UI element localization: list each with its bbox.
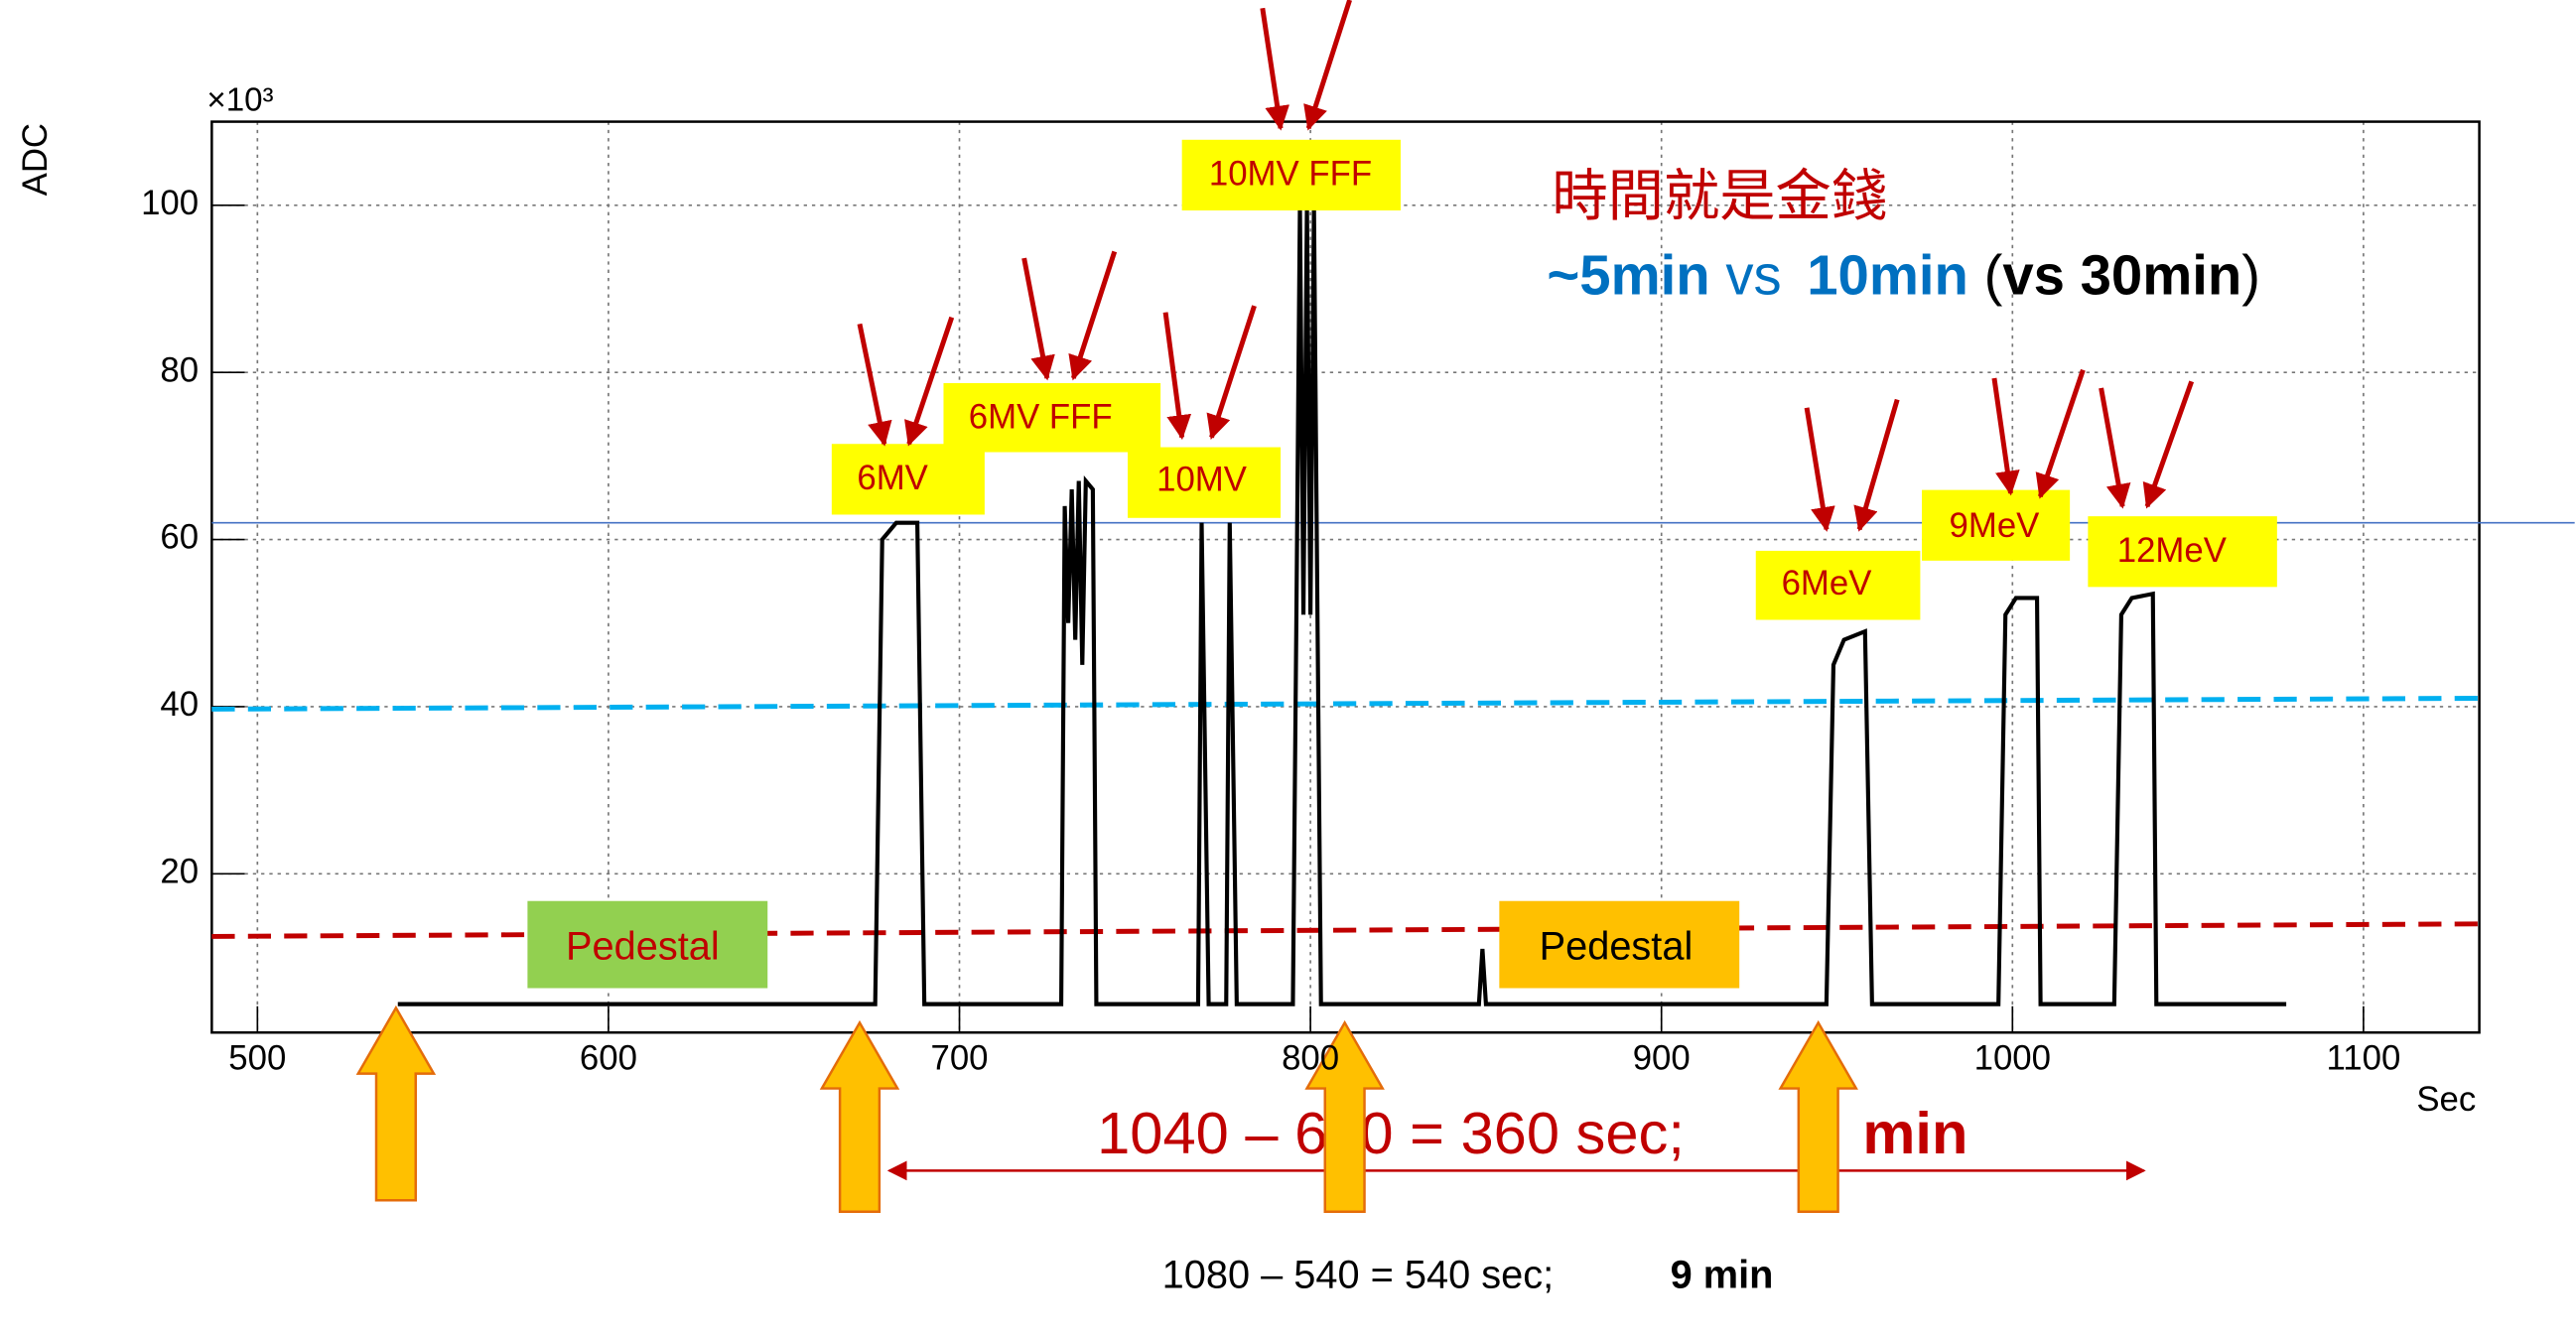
pedestal-box [1499, 900, 1740, 989]
label-box [1127, 447, 1282, 518]
comparison-part: ~5min [1547, 243, 1709, 306]
x-tick-label: 500 [228, 1040, 286, 1078]
total-time: 1080 – 540 = 540 sec; [1162, 1254, 1555, 1297]
y-multiplier: ×10³ [206, 81, 273, 118]
beam-label: 6MeV [1782, 565, 1873, 603]
x-tick-label: 800 [1282, 1040, 1339, 1078]
data-line [397, 204, 2287, 1006]
beam-label: 12MeV [2117, 532, 2228, 570]
pedestal-label: Pedestal [566, 924, 720, 968]
y-tick-label: 60 [160, 519, 199, 557]
beam-label: 6MV FFF [969, 399, 1113, 437]
labels: 6MV 6MV FFF 10MV 10MV FFF 6MeV 9MeV 12Me… [527, 139, 2277, 989]
comparison-part: vs 30min [2002, 243, 2241, 306]
y-tick-label: 20 [160, 853, 199, 890]
motto: 時間就是金錢 [1552, 165, 1887, 229]
pedestal-label: Pedestal [1540, 924, 1694, 968]
label-box [943, 382, 1161, 453]
comparison-part: ( [1984, 243, 2003, 306]
y-tick-label: 100 [141, 185, 199, 222]
comparison-part: 10min [1807, 243, 1968, 306]
x-axis-label: Sec [2416, 1081, 2476, 1119]
total-time-min: 9 min [1671, 1254, 1774, 1297]
comparison-part: ) [2241, 243, 2260, 306]
pedestal-box [527, 900, 768, 989]
label-box [1922, 489, 2071, 561]
y-tick-label: 40 [160, 686, 199, 724]
x-tick-label: 1100 [2327, 1040, 2401, 1078]
beam-label: 6MV [857, 460, 928, 497]
label-box [831, 444, 985, 515]
x-tick-label: 700 [931, 1040, 989, 1078]
comparison-part: vs [1725, 243, 1781, 306]
beam-time: 1040 – 680 = 360 sec; [1097, 1100, 1685, 1166]
label-box [1181, 139, 1401, 211]
beam-label: 10MV FFF [1209, 155, 1372, 193]
orange-arrows [355, 1005, 1858, 1214]
red-arrows [857, 0, 2195, 532]
beam-time-unit: min [1862, 1100, 1967, 1166]
beam-label: 10MV [1156, 462, 1248, 499]
x-tick-label: 900 [1633, 1040, 1691, 1078]
x-tick-label: 600 [580, 1040, 637, 1078]
comparison: ~5min vs 10min (vs 30min) [1547, 243, 2260, 306]
reference-line [211, 696, 2480, 712]
x-tick-label: 1000 [1974, 1040, 2051, 1078]
beam-label: 9MeV [1950, 507, 2041, 545]
label-box [2088, 516, 2277, 588]
label-box [1755, 550, 1921, 620]
y-tick-label: 80 [160, 351, 199, 389]
y-axis-label: ADC [17, 123, 55, 196]
